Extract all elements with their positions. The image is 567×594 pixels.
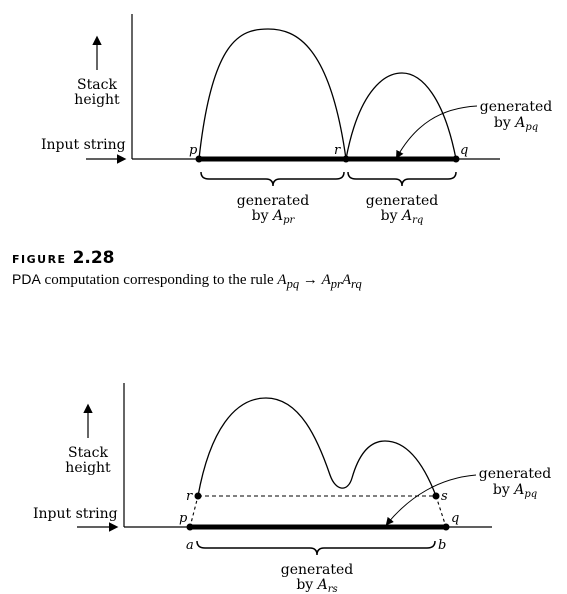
rule-lhs: Apq: [277, 272, 300, 291]
figure-number: 2.28: [72, 248, 115, 268]
point-r-dot: [194, 492, 202, 500]
brace-arq: [347, 171, 457, 187]
annotation-apq-line1: generated: [480, 99, 552, 115]
figure-label: FIGURE: [12, 253, 67, 266]
stack-curve-pr: [198, 28, 347, 160]
brace-ars-line2: by Ars: [296, 577, 337, 594]
caption-text-line: PDA computation corresponding to the rul…: [12, 271, 362, 292]
stack-curve-rq: [345, 72, 457, 160]
point-b-label: b: [438, 538, 446, 553]
input-string-label: Input string: [41, 137, 126, 153]
figure-caption: FIGURE 2.28 PDA computation corresponding…: [12, 248, 362, 292]
brace-arq-line2: by Arq: [381, 208, 424, 226]
rule-arrow: →: [302, 272, 318, 288]
brace-arq-line1: generated: [366, 193, 438, 209]
brace-apr-line2: by Apr: [252, 208, 296, 226]
point-s-label: s: [441, 489, 448, 504]
point-p-label: p: [189, 143, 198, 158]
point-s-dot: [432, 492, 440, 500]
stack-label-line2: height: [74, 92, 120, 108]
stack-curve: [197, 397, 437, 497]
diagram-1: Stack height Input string p r q generate…: [41, 14, 552, 226]
stack-label-line1: Stack: [68, 445, 108, 461]
point-r-label: r: [334, 143, 341, 158]
annotation-arrow-apq: [385, 474, 477, 526]
rule-rhs: AprArq: [321, 272, 362, 291]
point-q-dot: [442, 523, 450, 531]
diagram-2: Stack height Input string r s p q a b ge…: [33, 383, 551, 594]
brace-apr-line1: generated: [237, 193, 309, 209]
point-r-label: r: [186, 489, 193, 504]
caption-prefix: PDA: [12, 271, 41, 287]
point-p-dot: [186, 523, 194, 531]
annotation-apq-line1: generated: [479, 466, 551, 482]
point-p-label: p: [179, 511, 188, 526]
brace-apr: [200, 171, 345, 187]
stack-label-line2: height: [65, 460, 111, 476]
brace-ars-line1: generated: [281, 562, 353, 578]
stack-label-line1: Stack: [77, 77, 117, 93]
point-q-label: q: [451, 511, 459, 526]
point-q-label: q: [460, 143, 468, 158]
point-q-dot: [452, 155, 460, 163]
point-r-dot: [342, 155, 350, 163]
brace-ars: [196, 540, 436, 556]
point-a-label: a: [186, 538, 194, 553]
annotation-arrow-apq: [396, 105, 478, 159]
annotation-apq-line2: by Apq: [493, 482, 537, 500]
dashed-pr: [189, 495, 199, 528]
annotation-apq-line2: by Apq: [494, 115, 538, 133]
input-string-label: Input string: [33, 506, 118, 522]
point-p-dot: [195, 155, 203, 163]
caption-text: computation corresponding to the rule: [44, 272, 274, 288]
